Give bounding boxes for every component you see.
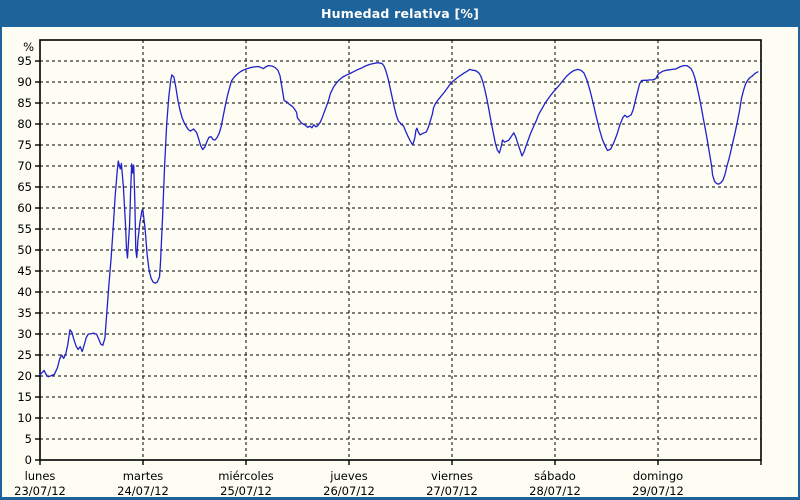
humidity-line xyxy=(39,62,759,378)
y-tick-label: 55 xyxy=(17,222,32,236)
day-name-label: jueves xyxy=(329,469,367,483)
y-tick-label: 15 xyxy=(17,390,32,404)
y-tick-label: 40 xyxy=(17,285,32,299)
y-tick-label: 80 xyxy=(17,117,32,131)
y-tick-label: 70 xyxy=(17,159,32,173)
chart-background xyxy=(2,27,798,497)
y-tick-label: 5 xyxy=(25,432,32,446)
grid-lines xyxy=(40,40,761,460)
y-tick-label: 35 xyxy=(17,306,32,320)
day-date-label: 24/07/12 xyxy=(117,484,169,498)
chart-title: Humedad relativa [%] xyxy=(320,6,480,21)
y-tick-label: 65 xyxy=(17,180,32,194)
day-date-label: 25/07/12 xyxy=(220,484,272,498)
chart-title-bar: Humedad relativa [%] xyxy=(0,0,800,27)
y-tick-label: 50 xyxy=(17,243,32,257)
day-date-label: 28/07/12 xyxy=(529,484,581,498)
y-tick-label: 90 xyxy=(17,75,32,89)
y-tick-label: 20 xyxy=(17,369,32,383)
y-tick-labels: 0 5 10 15 20 25 30 35 40 45 50 55 60 65 70 75 80 85 90 95 xyxy=(17,54,32,467)
day-name-label: miércoles xyxy=(218,469,274,483)
day-name-label: lunes xyxy=(25,469,56,483)
day-name-label: sábado xyxy=(534,469,576,483)
y-tick-label: 30 xyxy=(17,327,32,341)
y-tick-label: 0 xyxy=(25,453,32,467)
y-tick-label: 95 xyxy=(17,54,32,68)
y-tick-label: 85 xyxy=(17,96,32,110)
day-name-label: martes xyxy=(123,469,164,483)
y-tick-label: 25 xyxy=(17,348,32,362)
y-tick-label: 45 xyxy=(17,264,32,278)
y-tick-label: 10 xyxy=(17,411,32,425)
y-tick-label: 60 xyxy=(17,201,32,215)
axis-ticks xyxy=(35,60,762,465)
y-axis-unit-label: % xyxy=(23,40,34,54)
y-tick-label: 75 xyxy=(17,138,32,152)
day-date-label: 23/07/12 xyxy=(14,484,66,498)
day-date-label: 26/07/12 xyxy=(323,484,375,498)
day-name-label: viernes xyxy=(431,469,473,483)
day-date-label: 29/07/12 xyxy=(632,484,684,498)
day-date-label: 27/07/12 xyxy=(426,484,478,498)
day-name-label: domingo xyxy=(633,469,683,483)
